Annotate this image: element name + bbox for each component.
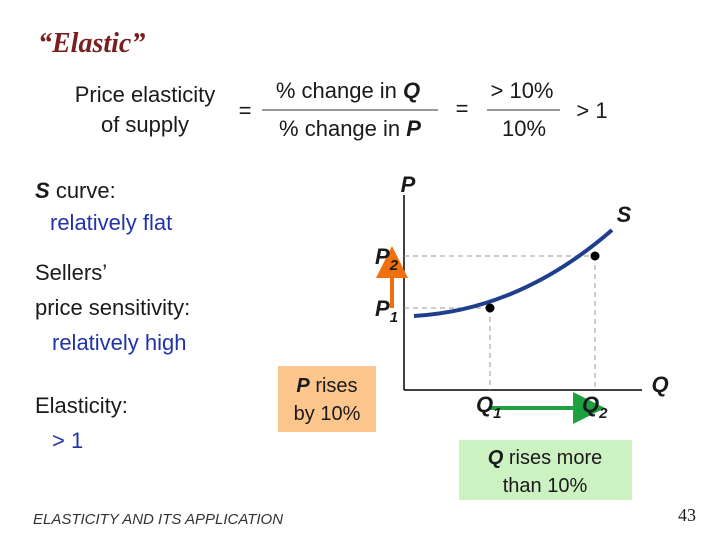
page-number: 43	[678, 505, 696, 525]
p-box-text: P rises	[296, 375, 357, 397]
result: > 1	[576, 98, 607, 123]
equals: =	[456, 96, 469, 121]
equals: =	[239, 98, 252, 123]
p1: P1	[375, 296, 398, 326]
elasticity: Elasticity:	[35, 393, 128, 418]
numerator: > 10%	[491, 78, 554, 103]
denominator: % change in P	[279, 116, 421, 141]
footer: ELASTICITY AND ITS APPLICATION	[33, 511, 283, 528]
q-box-text: Q rises more	[488, 447, 602, 469]
numerator: % change in Q	[276, 78, 420, 103]
graph: P Q S P2 P1 Q1 Q2	[375, 172, 669, 424]
title: “Elastic”	[38, 28, 145, 59]
s-curve: S curve:	[35, 178, 116, 203]
q1: Q1	[476, 392, 501, 422]
curve-label: S	[617, 202, 632, 227]
elasticity-desc: > 1	[52, 428, 83, 453]
p-box-text: by 10%	[294, 403, 361, 425]
denominator: 10%	[502, 116, 546, 141]
axis-label: P	[401, 172, 416, 197]
supply-curve	[413, 228, 614, 318]
q-box	[459, 440, 632, 500]
lhs: of supply	[101, 112, 189, 137]
sellers: Sellers’	[35, 260, 107, 285]
axis-label: Q	[651, 372, 668, 397]
q-box-text: than 10%	[503, 475, 588, 497]
sellers: price sensitivity:	[35, 295, 190, 320]
p2: P2	[375, 244, 399, 274]
p-box	[278, 366, 376, 432]
point	[590, 251, 600, 261]
sellers-desc: relatively high	[52, 330, 187, 355]
q2: Q2	[582, 392, 608, 422]
point	[485, 303, 495, 313]
lhs: Price elasticity	[75, 82, 216, 107]
s-curve-desc: relatively flat	[50, 210, 172, 235]
